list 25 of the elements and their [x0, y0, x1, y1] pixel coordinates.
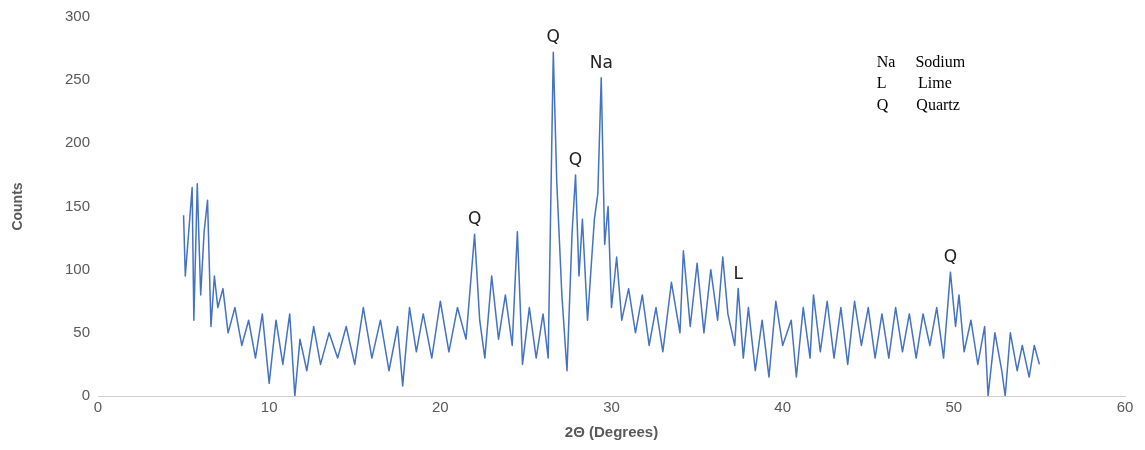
x-tick-label: 20: [431, 398, 449, 416]
x-tick-label: 60: [1116, 398, 1134, 416]
x-axis-title: 2Θ (Degrees): [564, 423, 659, 441]
y-axis-title: Counts: [9, 182, 26, 231]
annotation: L: [733, 262, 744, 283]
x-tick-label: 50: [945, 398, 963, 416]
annotation: Q: [467, 208, 482, 229]
annotation: Q Quartz: [876, 95, 960, 113]
x-tick-label: 0: [93, 398, 103, 416]
annotation: Na Sodium: [876, 52, 966, 70]
x-tick-label: 40: [774, 398, 792, 416]
y-tick-label: 250: [64, 70, 90, 88]
annotation: Q: [568, 148, 583, 169]
annotation: L Lime: [876, 74, 952, 92]
x-tick-label: 30: [603, 398, 620, 416]
annotation: Q: [546, 26, 560, 47]
y-tick-label: 200: [64, 133, 90, 151]
y-tick-label: 50: [73, 322, 90, 340]
annotation: Q: [943, 246, 958, 267]
y-tick-label: 300: [64, 7, 90, 25]
x-tick-label: 10: [260, 398, 278, 416]
y-tick-label: 150: [64, 196, 90, 214]
y-tick-label: 100: [64, 259, 90, 277]
annotation: Na: [589, 51, 613, 72]
y-tick-label: 0: [81, 386, 90, 404]
